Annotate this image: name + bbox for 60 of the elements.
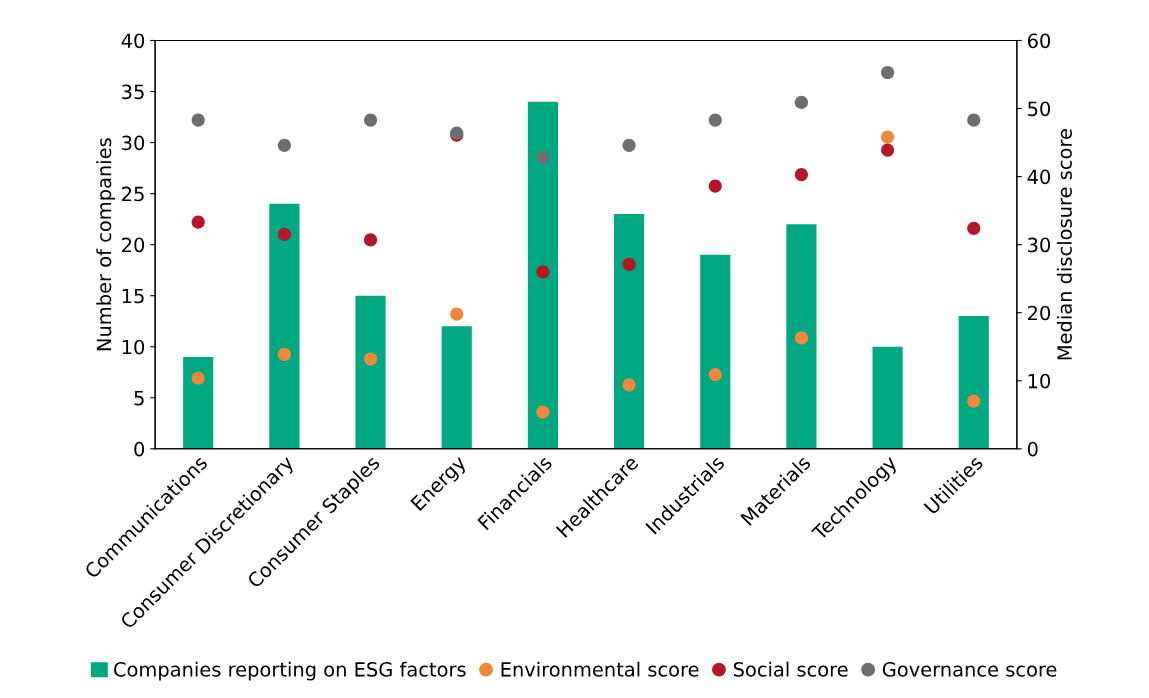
y2-tick-label: 40 [1027, 169, 1051, 185]
point [277, 138, 291, 152]
y-tick-label: 40 [121, 33, 145, 49]
y2-tick-label: 10 [1028, 373, 1051, 389]
point [622, 378, 636, 392]
bar [441, 326, 472, 449]
point [450, 307, 464, 321]
legend-label: Social score [733, 661, 848, 677]
point [363, 233, 378, 247]
bar [872, 346, 903, 449]
y-axis-title: Number of companies [96, 138, 116, 351]
y2-tick-label: 50 [1028, 101, 1051, 117]
y-tick-label: 35 [122, 84, 144, 100]
point [708, 368, 722, 382]
y-tick-label: 5 [134, 390, 144, 406]
point [277, 347, 291, 361]
point [881, 130, 895, 144]
legend-label: Environmental score [501, 661, 699, 677]
bar [355, 295, 386, 449]
y2-tick-label: 20 [1028, 305, 1051, 321]
point [191, 371, 205, 385]
bar [614, 214, 645, 449]
point [967, 394, 981, 408]
y-tick-label: 15 [122, 288, 144, 304]
bar [786, 224, 817, 449]
point [191, 113, 205, 127]
point [622, 138, 636, 152]
y2-tick-label: 60 [1027, 33, 1051, 49]
point [363, 113, 378, 127]
legend-label: Companies reporting on ESG factors [114, 661, 466, 681]
point [967, 221, 981, 235]
point [881, 65, 895, 80]
point [794, 331, 809, 345]
bar [700, 254, 731, 449]
bar [958, 316, 989, 449]
point [967, 113, 981, 127]
point [794, 167, 809, 182]
y-tick-label: 10 [122, 339, 145, 355]
point [881, 143, 895, 157]
y-tick-label: 25 [122, 186, 144, 202]
y-tick-label: 30 [122, 135, 145, 151]
y2-tick-label: 0 [1027, 441, 1038, 457]
y-tick-label: 20 [122, 237, 145, 253]
y-tick-label: 0 [134, 441, 145, 457]
point [536, 150, 550, 165]
legend-label: Governance score [882, 662, 1057, 677]
y2-tick-label: 30 [1028, 237, 1051, 253]
point [622, 257, 636, 271]
bar [183, 356, 214, 449]
point [191, 215, 205, 229]
bar [527, 101, 558, 449]
point [277, 227, 291, 242]
point [536, 405, 550, 419]
point [536, 265, 550, 279]
point [708, 179, 722, 193]
point [363, 352, 378, 366]
point [708, 113, 722, 127]
point [794, 95, 809, 109]
bar [269, 203, 300, 449]
y2-axis-title: Median disclosure score [1056, 129, 1072, 360]
